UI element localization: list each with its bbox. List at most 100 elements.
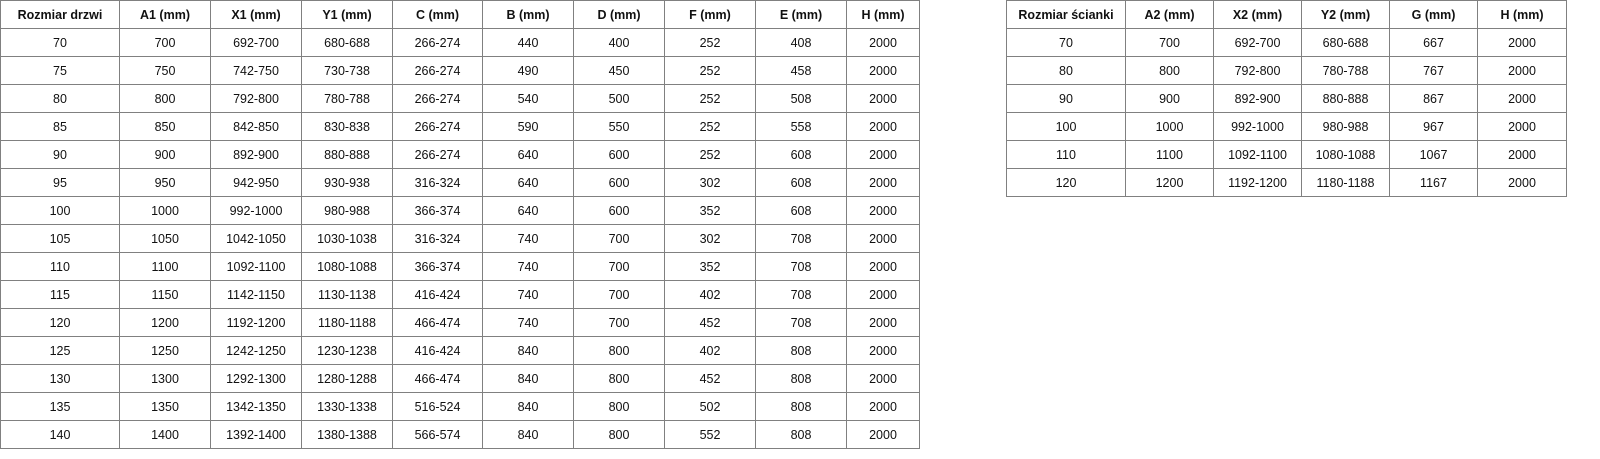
column-header: H (mm)	[1477, 0, 1567, 29]
column-header: A2 (mm)	[1125, 0, 1214, 29]
table-cell: 70	[1006, 28, 1126, 57]
table-cell: 2000	[846, 56, 920, 85]
table-cell: 800	[573, 420, 665, 449]
table-cell: 600	[573, 196, 665, 225]
table-cell: 80	[0, 84, 120, 113]
table-cell: 75	[0, 56, 120, 85]
table-cell: 600	[573, 168, 665, 197]
table-cell: 1080-1088	[1301, 140, 1390, 169]
table-cell: 2000	[846, 28, 920, 57]
table-cell: 416-424	[392, 336, 483, 365]
table-cell: 1250	[119, 336, 211, 365]
table-cell: 402	[664, 336, 756, 365]
table-cell: 967	[1389, 112, 1478, 141]
table-cell: 366-374	[392, 252, 483, 281]
table-cell: 1100	[1125, 140, 1214, 169]
table-row: 100 1000 992-1000 980-988 366-374 640 600 352 60…	[0, 196, 920, 225]
table-cell: 440	[482, 28, 574, 57]
table-cell: 867	[1389, 84, 1478, 113]
table-cell: 402	[664, 280, 756, 309]
table-cell: 408	[755, 28, 847, 57]
table-cell: 2000	[1477, 140, 1567, 169]
column-header: B (mm)	[482, 0, 574, 29]
table-row: 80 800 792-800 780-788 266-274 540 500 252 508 20…	[0, 84, 920, 113]
table-row: 110 1100 1092-1100 1080-1088 1067 2000	[1006, 140, 1567, 169]
table-cell: 640	[482, 196, 574, 225]
door-size-table: Rozmiar drzwi A1 (mm) X1 (mm) Y1 (mm) C (mm)…	[0, 0, 920, 449]
table-cell: 266-274	[392, 56, 483, 85]
table-cell: 252	[664, 112, 756, 141]
table-cell: 120	[0, 308, 120, 337]
table-cell: 90	[1006, 84, 1126, 113]
table-row: 90 900 892-900 880-888 266-274 640 600 252 608 20…	[0, 140, 920, 169]
table-cell: 1392-1400	[210, 420, 302, 449]
table-cell: 135	[0, 392, 120, 421]
table-cell: 1200	[119, 308, 211, 337]
table-cell: 266-274	[392, 84, 483, 113]
table-cell: 708	[755, 252, 847, 281]
table-row: 75 750 742-750 730-738 266-274 490 450 252 458 20…	[0, 56, 920, 85]
table-cell: 1180-1188	[1301, 168, 1390, 197]
table-cell: 640	[482, 168, 574, 197]
table-cell: 708	[755, 280, 847, 309]
table-cell: 1030-1038	[301, 224, 393, 253]
table-row: 120 1200 1192-1200 1180-1188 466-474 740 700 45…	[0, 308, 920, 337]
table-cell: 708	[755, 308, 847, 337]
table-cell: 1080-1088	[301, 252, 393, 281]
table-cell: 450	[573, 56, 665, 85]
table-row: 135 1350 1342-1350 1330-1338 516-524 840 800 50…	[0, 392, 920, 421]
table-cell: 880-888	[1301, 84, 1390, 113]
table-cell: 110	[1006, 140, 1126, 169]
table-cell: 366-374	[392, 196, 483, 225]
table-cell: 930-938	[301, 168, 393, 197]
table-cell: 667	[1389, 28, 1478, 57]
table-cell: 700	[1125, 28, 1214, 57]
column-header: D (mm)	[573, 0, 665, 29]
table-cell: 1350	[119, 392, 211, 421]
table-cell: 352	[664, 196, 756, 225]
table-cell: 2000	[846, 252, 920, 281]
table-cell: 767	[1389, 56, 1478, 85]
table-cell: 566-574	[392, 420, 483, 449]
table-cell: 2000	[846, 420, 920, 449]
column-header: H (mm)	[846, 0, 920, 29]
table-cell: 266-274	[392, 112, 483, 141]
table-row: 70 700 692-700 680-688 667 2000	[1006, 28, 1567, 57]
table-cell: 252	[664, 56, 756, 85]
table-cell: 416-424	[392, 280, 483, 309]
table-cell: 800	[119, 84, 211, 113]
table-cell: 80	[1006, 56, 1126, 85]
table-cell: 1167	[1389, 168, 1478, 197]
table-cell: 1100	[119, 252, 211, 281]
column-header: Rozmiar ścianki	[1006, 0, 1126, 29]
table-cell: 130	[0, 364, 120, 393]
table-cell: 1300	[119, 364, 211, 393]
table-cell: 808	[755, 336, 847, 365]
table-cell: 700	[573, 280, 665, 309]
table-cell: 692-700	[1213, 28, 1302, 57]
table-cell: 2000	[1477, 112, 1567, 141]
table-cell: 992-1000	[210, 196, 302, 225]
table-cell: 900	[119, 140, 211, 169]
table-cell: 120	[1006, 168, 1126, 197]
table-cell: 2000	[846, 196, 920, 225]
table-cell: 800	[573, 392, 665, 421]
table-cell: 540	[482, 84, 574, 113]
table-cell: 2000	[846, 364, 920, 393]
table-cell: 516-524	[392, 392, 483, 421]
column-header: G (mm)	[1389, 0, 1478, 29]
table-cell: 458	[755, 56, 847, 85]
table-cell: 2000	[846, 336, 920, 365]
table-cell: 1092-1100	[1213, 140, 1302, 169]
column-header: Y1 (mm)	[301, 0, 393, 29]
table-cell: 992-1000	[1213, 112, 1302, 141]
table-cell: 105	[0, 224, 120, 253]
table-cell: 100	[0, 196, 120, 225]
table-row: 105 1050 1042-1050 1030-1038 316-324 740 700 30…	[0, 224, 920, 253]
table-cell: 900	[1125, 84, 1214, 113]
column-header: C (mm)	[392, 0, 483, 29]
table-row: 140 1400 1392-1400 1380-1388 566-574 840 800 55…	[0, 420, 920, 449]
table-header-row: Rozmiar drzwi A1 (mm) X1 (mm) Y1 (mm) C (mm)…	[0, 0, 920, 29]
table-cell: 2000	[846, 168, 920, 197]
table-cell: 508	[755, 84, 847, 113]
